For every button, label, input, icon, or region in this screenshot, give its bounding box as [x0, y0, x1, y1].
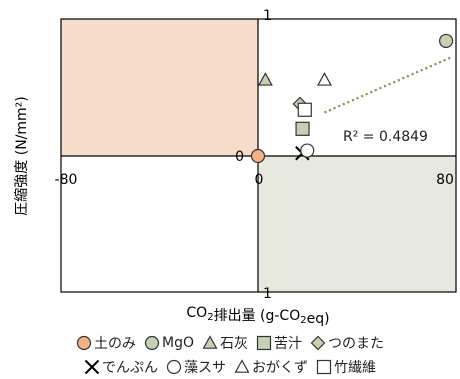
legend-marker-triangle-icon: [234, 359, 250, 373]
legend-label: 土のみ: [94, 336, 136, 352]
legend-marker-circle-icon: [144, 335, 160, 351]
data-point-1-0: [439, 33, 454, 49]
legend-row-2: でんぷん 藻スサ おがくず 竹繊維: [0, 357, 460, 379]
x-tick-label-right: 80: [436, 172, 454, 188]
legend-entry-1: MgO: [144, 335, 194, 351]
legend-label: 石灰: [220, 336, 248, 352]
y-tick-label-zero: 0: [235, 149, 244, 165]
legend-label: おがくず: [252, 360, 308, 376]
legend-label: MgO: [162, 335, 194, 351]
x-tick-label-center: 0: [255, 172, 264, 188]
x-axis-label: CO2排出量 (g-CO2eq): [186, 305, 329, 327]
legend-entry-4: つのまた: [310, 333, 384, 353]
legend-entry-8: 竹繊維: [316, 357, 376, 377]
legend-label: 藻スサ: [184, 360, 226, 376]
x-tick-label-left: -80: [55, 172, 78, 188]
legend-marker-circle-icon: [76, 335, 92, 351]
legend-entry-0: 土のみ: [76, 333, 136, 353]
legend-label: でんぷん: [102, 360, 158, 376]
r-squared-label: R² = 0.4849: [343, 129, 428, 145]
legend-marker-square-icon: [256, 335, 272, 351]
y-tick-label-top: 1: [263, 8, 272, 24]
data-point-0-0: [250, 148, 266, 164]
data-point-7-0: [316, 72, 333, 86]
legend-marker-square-icon: [316, 359, 332, 375]
data-points: [250, 33, 454, 164]
quadrant-upper-left: [61, 19, 258, 156]
y-axis-label: 圧縮強度 (N/mm²): [14, 96, 30, 215]
legend-label: 苦汁: [274, 336, 302, 352]
legend-entry-2: 石灰: [202, 333, 248, 353]
legend-entry-5: でんぷん: [84, 357, 158, 377]
legend-entry-3: 苦汁: [256, 333, 302, 353]
legend-marker-circle-icon: [166, 359, 182, 375]
legend-marker-diamond-icon: [310, 335, 326, 351]
data-point-8-0: [297, 102, 312, 117]
data-point-2-0: [257, 72, 273, 86]
trendline: [324, 56, 452, 114]
legend-row-1: 土のみ MgO 石灰 苦汁 つのまた: [0, 333, 460, 355]
legend-marker-x-icon: [84, 359, 100, 375]
legend-entry-6: 藻スサ: [166, 357, 226, 377]
legend-label: 竹繊維: [334, 360, 376, 376]
legend-entry-7: おがくず: [234, 357, 308, 377]
data-point-3-0: [295, 121, 310, 136]
y-tick-label-bottom: 1: [263, 286, 272, 302]
data-point-6-0: [300, 143, 315, 158]
legend-marker-triangle-icon: [202, 335, 218, 349]
quadrant-lower-right: [258, 156, 456, 292]
legend-label: つのまた: [328, 336, 384, 352]
